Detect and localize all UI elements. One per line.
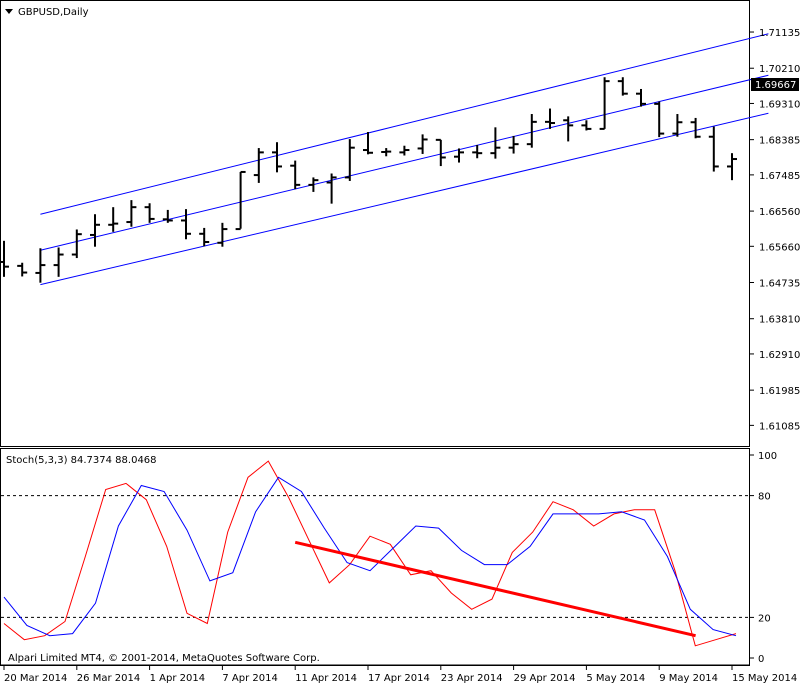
ohlc-bar[interactable] bbox=[199, 227, 210, 247]
time-tick-label: 1 Apr 2014 bbox=[150, 673, 205, 684]
ohlc-bar[interactable] bbox=[308, 177, 319, 192]
price-tick-label: 1.61985 bbox=[759, 386, 800, 397]
price-tick-label: 1.65660 bbox=[759, 242, 800, 253]
copyright-text: Alpari Limited MT4, © 2001-2014, MetaQuo… bbox=[8, 653, 320, 664]
current-price-label: 1.69667 bbox=[755, 80, 796, 91]
divergence-trendline[interactable] bbox=[294, 540, 696, 638]
time-tick-label: 15 May 2014 bbox=[732, 673, 797, 684]
ohlc-bar[interactable] bbox=[363, 132, 373, 155]
stoch-lines bbox=[1, 460, 749, 647]
price-tick-label: 1.61085 bbox=[759, 421, 800, 432]
stoch-axis: 100 80 20 0 bbox=[750, 451, 777, 665]
ohlc-bar[interactable] bbox=[0, 240, 9, 277]
stoch-pane-frame bbox=[0, 448, 750, 666]
ohlc-bar[interactable] bbox=[727, 153, 737, 181]
stoch-tick-label: 80 bbox=[758, 492, 771, 503]
channel-lines bbox=[40, 33, 769, 286]
ohlc-bar[interactable] bbox=[71, 229, 82, 259]
ohlc-bar[interactable] bbox=[17, 262, 28, 277]
price-tick-label: 1.70210 bbox=[759, 64, 800, 75]
time-tick-label: 26 Mar 2014 bbox=[77, 673, 140, 684]
time-tick-label: 29 Apr 2014 bbox=[514, 673, 576, 684]
ohlc-bar[interactable] bbox=[563, 116, 574, 142]
ohlc-bar[interactable] bbox=[490, 127, 501, 159]
ohlc-bar[interactable] bbox=[454, 148, 464, 163]
ohlc-bar[interactable] bbox=[253, 148, 264, 183]
time-tick-label: 5 May 2014 bbox=[586, 673, 645, 684]
ohlc-bar[interactable] bbox=[636, 88, 646, 107]
ohlc-bar[interactable] bbox=[53, 247, 64, 277]
ohlc-bar[interactable] bbox=[472, 144, 483, 159]
ohlc-bar[interactable] bbox=[617, 77, 628, 96]
stoch-title: Stoch(5,3,3) 84.7374 88.0468 bbox=[6, 455, 157, 466]
ohlc-bar[interactable] bbox=[326, 173, 337, 204]
ohlc-bar[interactable] bbox=[290, 160, 301, 190]
ohlc-bar[interactable] bbox=[126, 200, 137, 227]
channel-line-2[interactable] bbox=[40, 74, 769, 251]
time-tick-label: 7 Apr 2014 bbox=[222, 673, 277, 684]
time-tick-label: 9 May 2014 bbox=[659, 673, 718, 684]
ohlc-bar[interactable] bbox=[235, 170, 246, 231]
channel-line-1[interactable] bbox=[40, 33, 769, 215]
price-tick-label: 1.68385 bbox=[759, 136, 800, 147]
stoch-main-line[interactable] bbox=[3, 460, 737, 647]
price-tick-label: 1.71135 bbox=[759, 28, 800, 39]
time-tick-label: 17 Apr 2014 bbox=[368, 673, 430, 684]
dropdown-arrow-icon[interactable] bbox=[5, 9, 13, 14]
ohlc-bar[interactable] bbox=[162, 209, 173, 223]
price-tick-label: 1.63810 bbox=[759, 315, 800, 326]
time-tick-label: 23 Apr 2014 bbox=[441, 673, 503, 684]
symbol-title: GBPUSD,Daily bbox=[18, 7, 89, 18]
ohlc-bar[interactable] bbox=[399, 145, 410, 156]
ohlc-bar[interactable] bbox=[144, 203, 155, 223]
price-tick-label: 1.64735 bbox=[759, 279, 800, 290]
ohlc-bar[interactable] bbox=[90, 214, 100, 247]
ohlc-bar[interactable] bbox=[217, 222, 228, 247]
ohlc-bar[interactable] bbox=[599, 77, 610, 130]
ohlc-bar[interactable] bbox=[108, 207, 119, 232]
ohlc-bar[interactable] bbox=[417, 134, 428, 154]
price-bars bbox=[0, 77, 737, 283]
ohlc-bar[interactable] bbox=[708, 126, 719, 172]
time-axis: 20 Mar 2014 26 Mar 2014 1 Apr 2014 7 Apr 20… bbox=[3, 665, 797, 684]
stoch-tick-label: 0 bbox=[758, 654, 764, 665]
ohlc-bar[interactable] bbox=[526, 114, 537, 148]
time-tick-label: 11 Apr 2014 bbox=[295, 673, 357, 684]
ohlc-bar[interactable] bbox=[35, 248, 46, 283]
main-pane-frame bbox=[0, 0, 750, 447]
ohlc-bar[interactable] bbox=[272, 142, 282, 173]
price-tick-label: 1.62910 bbox=[759, 350, 800, 361]
price-tick-label: 1.67485 bbox=[759, 171, 800, 182]
ohlc-bar[interactable] bbox=[672, 114, 683, 137]
price-tick-label: 1.66560 bbox=[759, 207, 800, 218]
stoch-signal-line[interactable] bbox=[3, 476, 737, 637]
ohlc-bar[interactable] bbox=[508, 135, 519, 154]
time-tick-label: 20 Mar 2014 bbox=[4, 673, 67, 684]
price-tick-label: 1.69310 bbox=[759, 99, 800, 110]
current-price-box bbox=[751, 78, 799, 91]
price-axis: 1.71135 1.70210 1.69310 1.68385 1.67485 1.665… bbox=[750, 28, 800, 432]
ohlc-bar[interactable] bbox=[545, 108, 555, 129]
ohlc-bar[interactable] bbox=[435, 138, 446, 167]
stoch-tick-label: 100 bbox=[758, 451, 777, 462]
ohlc-bar[interactable] bbox=[381, 148, 392, 157]
ohlc-bar[interactable] bbox=[581, 120, 592, 131]
stoch-tick-label: 20 bbox=[758, 613, 771, 624]
ohlc-bar[interactable] bbox=[690, 117, 701, 139]
channel-line-3[interactable] bbox=[40, 112, 769, 286]
ohlc-bar[interactable] bbox=[181, 209, 191, 240]
ohlc-bar[interactable] bbox=[654, 101, 665, 138]
ohlc-bar[interactable] bbox=[344, 139, 355, 181]
